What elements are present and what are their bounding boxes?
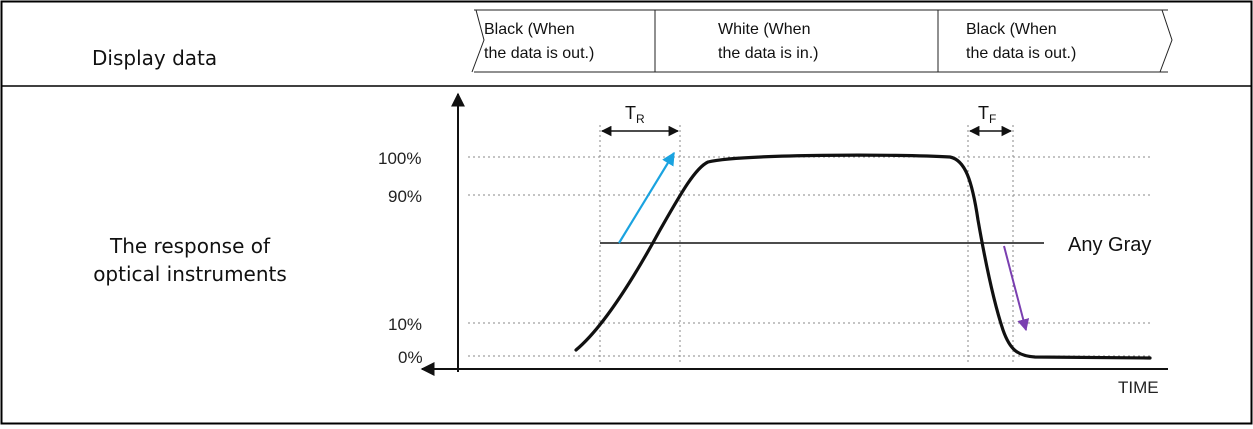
level-label-100: 100%	[378, 149, 421, 168]
optical-response-line2: optical instruments	[93, 262, 287, 286]
segment-1-line1: Black (When	[484, 21, 575, 38]
level-label-10: 10%	[388, 315, 422, 334]
segment-3-line1: Black (When	[966, 21, 1057, 38]
band-break-right	[1159, 9, 1173, 73]
level-label-90: 90%	[388, 187, 422, 206]
level-label-0: 0%	[398, 348, 423, 367]
segment-1-line2: the data is out.)	[484, 45, 594, 62]
segment-3-line2: the data is out.)	[966, 45, 1076, 62]
any-gray-label: Any Gray	[1068, 234, 1151, 256]
fall-direction-arrow	[1003, 245, 1030, 332]
fall-time-label: TF	[978, 103, 996, 126]
optical-response-label: The response of optical instruments	[40, 232, 340, 288]
level-gridlines	[468, 156, 1150, 357]
segment-2-line2: the data is in.)	[718, 45, 819, 62]
display-data-band: Black (When the data is out.) White (Whe…	[471, 9, 1173, 73]
rise-direction-arrow	[618, 151, 675, 244]
segment-2-line1: White (When	[718, 21, 810, 38]
response-curve	[574, 153, 1152, 360]
band-break-left	[471, 9, 485, 73]
x-axis-label: TIME	[1118, 378, 1159, 397]
display-data-label: Display data	[92, 46, 218, 70]
optical-response-line1: The response of	[109, 234, 271, 258]
rise-time-label: TR	[625, 103, 645, 126]
